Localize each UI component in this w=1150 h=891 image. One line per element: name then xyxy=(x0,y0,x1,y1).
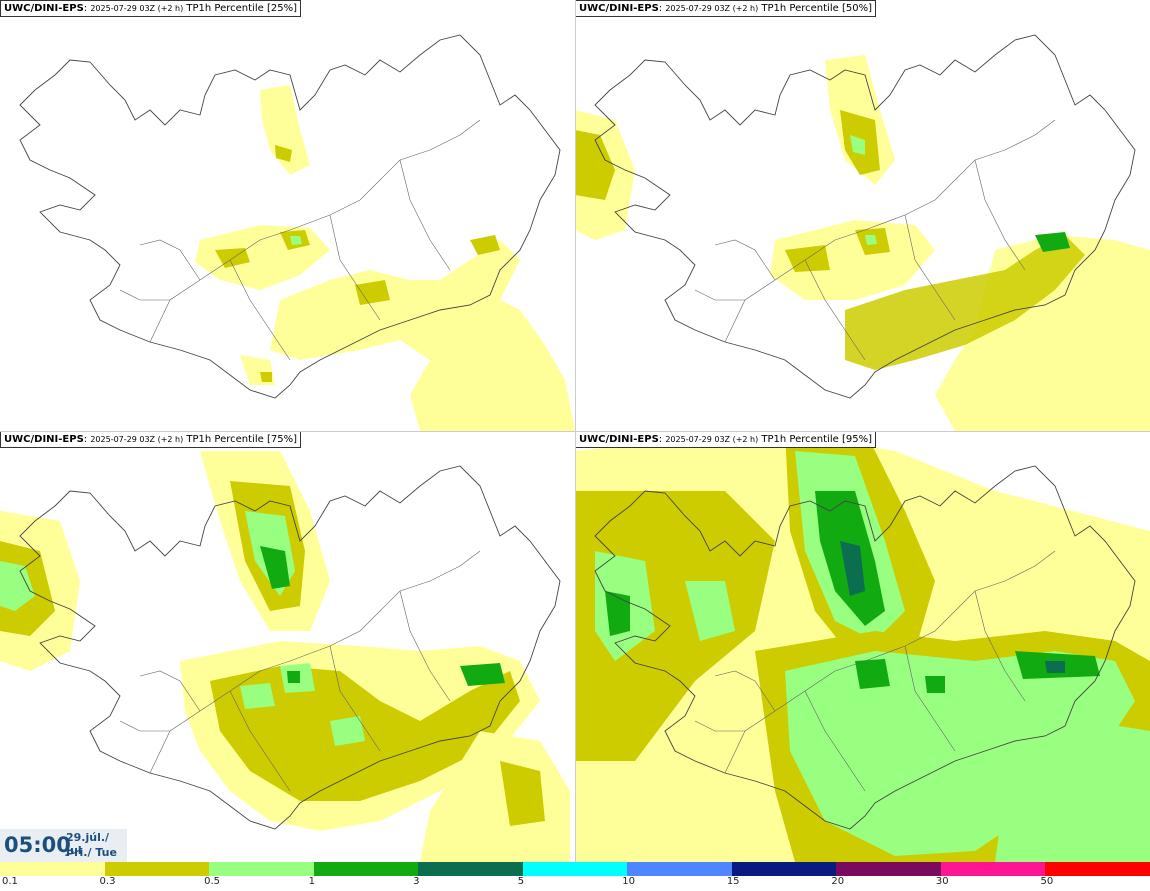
colorbar-tick-label: 5 xyxy=(517,876,525,887)
precip-map-95 xyxy=(575,431,1150,862)
panel-divider-horizontal xyxy=(0,431,1150,432)
map-panel-95: UWC/DINI-EPS: 2025-07-29 03Z (+2 h) TP1h… xyxy=(575,431,1150,862)
colorbar-tick-label: 20 xyxy=(831,876,845,887)
precip-map-25 xyxy=(19,34,575,431)
valid-weekday: Þri./ Tue xyxy=(66,846,117,859)
colorbar-tick-label: 3 xyxy=(413,876,420,887)
panel-title: UWC/DINI-EPS: 2025-07-29 03Z (+2 h) TP1h… xyxy=(575,431,876,448)
valid-date: 29.júl./ Jul xyxy=(66,831,110,857)
precip-colorbar xyxy=(0,862,1150,876)
panel-title: UWC/DINI-EPS: 2025-07-29 03Z (+2 h) TP1h… xyxy=(575,0,876,17)
colorbar-segment xyxy=(731,862,837,876)
colorbar-segment xyxy=(0,862,106,876)
colorbar-tick-label: 0.1 xyxy=(2,876,18,887)
colorbar-tick-label: 50 xyxy=(1040,876,1054,887)
colorbar-segment xyxy=(104,862,210,876)
timestamp-box: 05:00 29.júl./ Jul Þri./ Tue xyxy=(0,829,127,862)
map-panel-25: UWC/DINI-EPS: 2025-07-29 03Z (+2 h) TP1h… xyxy=(0,0,575,431)
colorbar-segment xyxy=(627,862,733,876)
colorbar-tick-label: 0.3 xyxy=(99,876,116,887)
colorbar-segment xyxy=(418,862,524,876)
colorbar-tick-label: 0.5 xyxy=(204,876,220,887)
precip-map-50 xyxy=(575,34,1150,431)
colorbar-segment xyxy=(313,862,419,876)
panel-title: UWC/DINI-EPS: 2025-07-29 03Z (+2 h) TP1h… xyxy=(0,0,301,17)
colorbar-tick-label: 1 xyxy=(308,876,315,887)
colorbar-segment xyxy=(836,862,942,876)
map-panel-75: UWC/DINI-EPS: 2025-07-29 03Z (+2 h) TP1h… xyxy=(0,431,575,862)
precip-map-75 xyxy=(0,451,570,862)
colorbar-segment xyxy=(522,862,628,876)
colorbar-segment xyxy=(209,862,315,876)
map-panel-50: UWC/DINI-EPS: 2025-07-29 03Z (+2 h) TP1h… xyxy=(575,0,1150,431)
panel-title: UWC/DINI-EPS: 2025-07-29 03Z (+2 h) TP1h… xyxy=(0,431,301,448)
valid-time: 05:00 xyxy=(4,833,71,857)
colorbar-tick-label: 30 xyxy=(935,876,949,887)
colorbar-tick-label: 15 xyxy=(726,876,740,887)
colorbar-tick-label: 10 xyxy=(622,876,635,887)
colorbar-segment xyxy=(1045,862,1150,876)
colorbar-segment xyxy=(940,862,1046,876)
